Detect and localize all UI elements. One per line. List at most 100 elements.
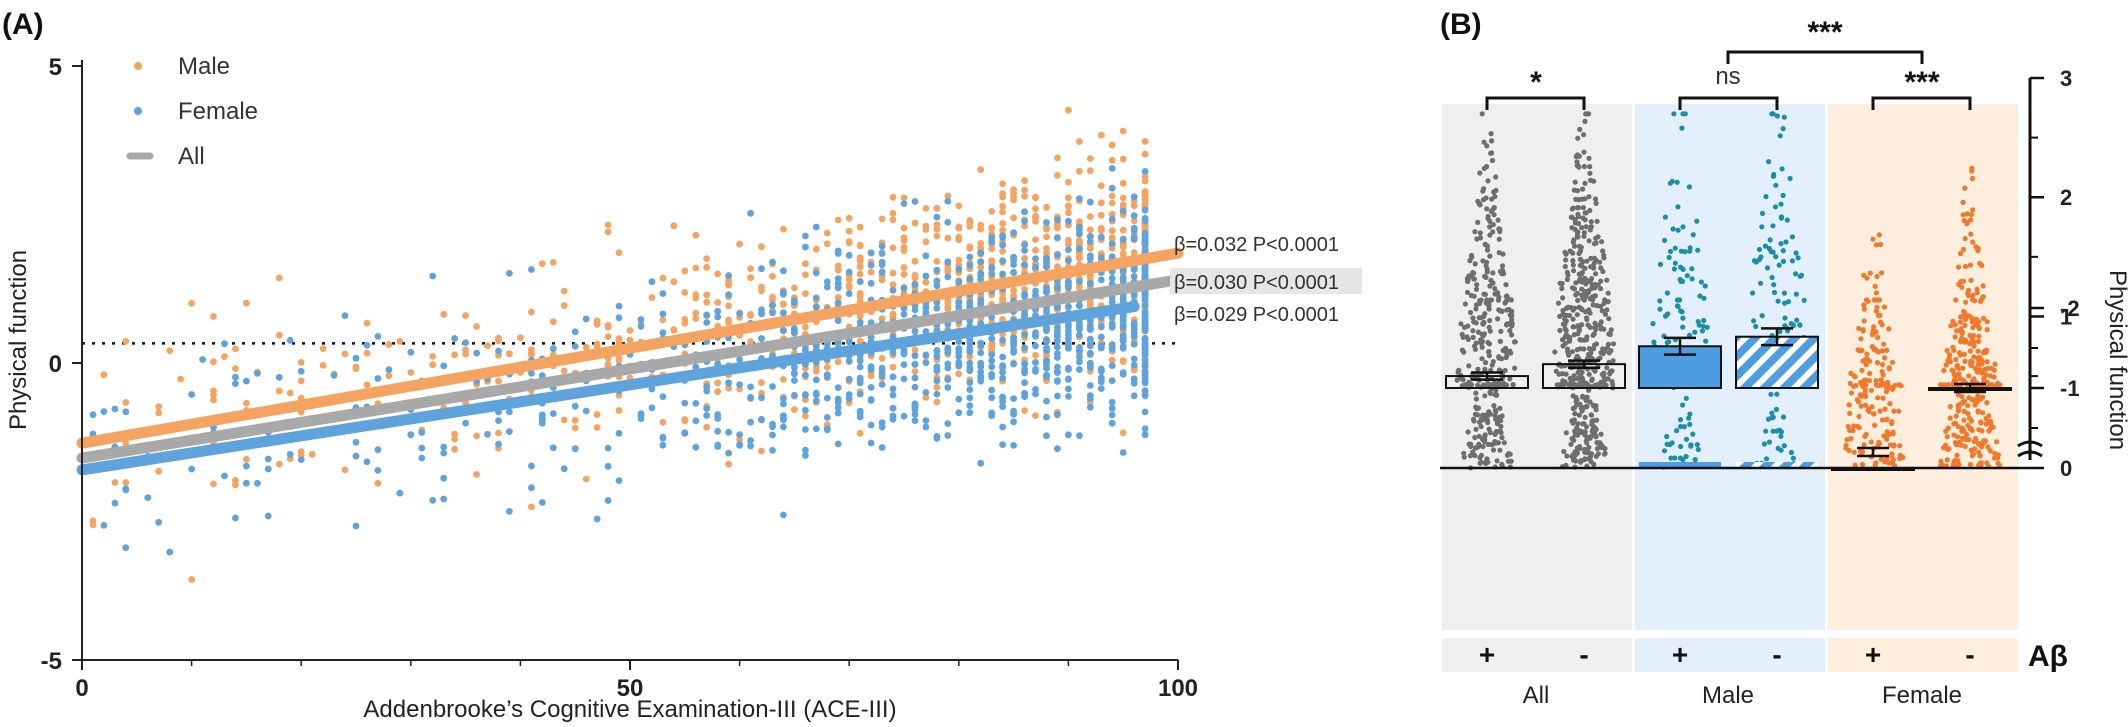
dot-femaleminus- [1975,348,1981,354]
dot-allminus- [1589,297,1595,303]
male-point [889,216,897,224]
female-point [1076,347,1083,354]
female-point [1032,291,1039,299]
male-point [1130,202,1138,210]
male-point [1032,246,1039,254]
dot-allminus- [1573,196,1579,202]
female-point [977,300,985,308]
female-point [944,360,952,368]
dot-allminus- [1573,458,1579,464]
dot-femaleminusplus [1844,437,1850,443]
female-point [341,312,349,319]
female-point [1141,431,1149,439]
panel-b-label: (B) [1440,8,1482,41]
female-point [604,444,612,452]
dot-maleminus- [1794,317,1800,323]
female-point [1010,360,1017,368]
male-point [659,316,667,324]
dot-allminus- [1587,310,1593,316]
dot-maleminus- [1766,439,1772,445]
female-point [1054,324,1061,332]
female-point [703,319,711,326]
male-point [495,377,502,385]
female-point [451,335,458,342]
female-point [1130,361,1138,369]
dot-allminusplus [1465,429,1471,435]
dot-allminusplus [1478,423,1484,430]
dot-maleminus- [1769,410,1775,416]
dot-maleminus- [1766,159,1772,165]
dot-allminus- [1566,338,1572,344]
dot-femaleminus- [1988,373,1994,379]
dot-femaleminusplus [1858,403,1864,409]
female-point [911,198,919,205]
male-point [944,265,952,272]
dot-femaleminus- [1968,277,1974,283]
dot-femaleminusplus [1856,325,1862,332]
female-point [188,465,196,473]
female-point [933,277,941,285]
dot-maleminus- [1788,321,1794,327]
male-point [593,424,601,431]
male-point [1119,251,1127,258]
female-point [780,511,787,519]
male-point [396,338,404,345]
dot-maleminusplus [1650,321,1656,327]
female-point [834,409,842,417]
dot-maleminusplus [1687,421,1693,427]
female-point [648,278,656,286]
male-point [122,399,130,406]
female-point [780,267,787,275]
female-point [758,394,765,402]
male-point [111,479,119,486]
dot-femaleminus- [1944,457,1950,463]
female-point [823,414,831,421]
dot-allminus- [1587,170,1593,176]
dot-allminusplus [1459,331,1465,337]
female-point [1076,353,1083,361]
dot-femaleminus- [1975,408,1981,414]
female-point [988,363,996,371]
dot-maleminus- [1789,234,1795,240]
female-point [1032,386,1039,393]
female-point [1054,350,1061,357]
female-point [944,344,952,352]
dot-allminusplus [1506,451,1512,457]
dot-allminusplus [1461,454,1467,460]
female-point [714,307,722,315]
dot-femaleminus- [1974,290,1980,296]
male-point [1119,243,1127,251]
female-point [1097,367,1105,375]
male-point [506,350,513,358]
male-point [999,208,1006,216]
female-point [243,479,250,487]
dot-allminusplus [1498,382,1505,388]
female-point [747,383,754,391]
male-point [243,399,250,407]
female-point [1043,307,1050,315]
female-point [966,364,974,372]
male-point [714,379,722,387]
female-point [440,449,448,457]
dot-femaleminusplus [1845,424,1851,430]
male-point [571,416,579,424]
female-point [571,328,579,336]
female-point [1141,425,1149,433]
dot-allminus- [1563,257,1569,263]
dot-femaleminus- [1992,361,1998,367]
male-point [878,315,886,323]
b-significance [1485,50,1972,110]
male-point [725,319,732,326]
female-point [999,234,1006,241]
female-point [1141,291,1149,299]
female-point [352,354,360,362]
dot-femaleminusplus [1897,452,1903,458]
dot-maleminusplus [1686,332,1693,338]
male-point [823,229,831,237]
dot-maleminus- [1781,290,1787,296]
dot-femaleminus- [1980,410,1986,416]
male-point [1065,236,1072,244]
female-point [955,409,963,417]
male-point [714,270,722,278]
